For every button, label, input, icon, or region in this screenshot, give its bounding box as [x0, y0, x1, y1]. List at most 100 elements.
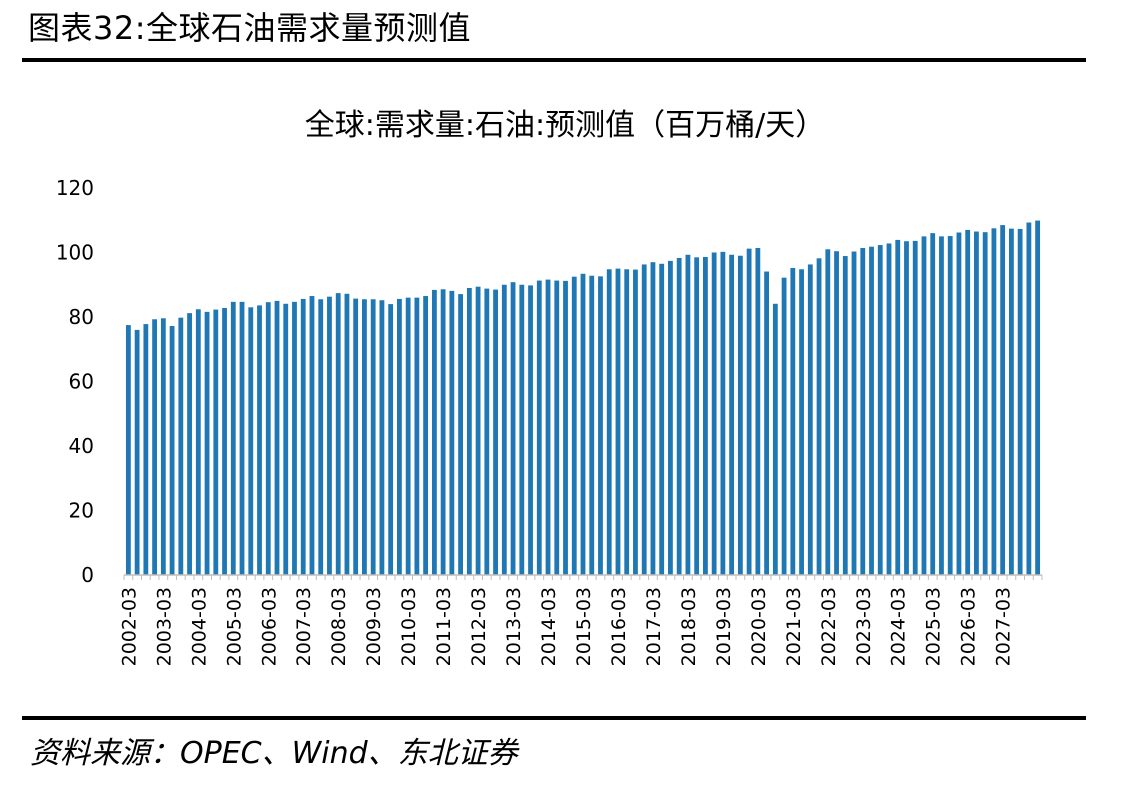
y-tick-label: 80: [69, 305, 94, 329]
x-tick-label: 2021-03: [783, 587, 805, 666]
bar: [676, 257, 682, 575]
bar: [939, 236, 944, 576]
bar: [685, 254, 691, 575]
bar: [283, 303, 289, 575]
bar: [292, 301, 297, 575]
x-tick-label: 2007-03: [293, 587, 315, 666]
bar: [930, 233, 936, 575]
bar: [641, 264, 647, 575]
bar: [668, 260, 673, 575]
bar: [309, 296, 315, 575]
bar: [764, 271, 770, 575]
bar: [825, 249, 831, 575]
x-tick-label: 2008-03: [328, 587, 350, 666]
y-tick-label: 60: [69, 370, 94, 394]
x-tick-label: 2002-03: [118, 587, 140, 666]
bar: [633, 269, 638, 575]
bar: [886, 243, 892, 575]
bar: [300, 298, 306, 575]
bar: [807, 264, 813, 575]
x-tick-label: 2005-03: [223, 587, 245, 666]
bar: [327, 296, 332, 575]
bar: [169, 326, 175, 575]
bar: [274, 300, 280, 576]
x-tick-label: 2019-03: [713, 587, 735, 666]
bar: [160, 318, 166, 575]
bar: [912, 240, 918, 575]
bar: [737, 255, 743, 576]
x-tick-label: 2027-03: [993, 587, 1015, 666]
bar: [178, 317, 184, 575]
bar: [834, 251, 839, 575]
bar: [790, 267, 796, 575]
bar: [746, 248, 752, 575]
bar: [965, 229, 971, 576]
bar: [606, 269, 612, 575]
x-tick-label: 2023-03: [853, 587, 875, 666]
x-tick-label: 2012-03: [468, 587, 490, 666]
bar: [239, 301, 245, 575]
bar: [204, 311, 210, 575]
bar: [528, 285, 533, 575]
y-axis: 0 20 40 60 80 100 120: [56, 176, 94, 587]
bar: [659, 263, 665, 575]
bar: [991, 228, 997, 575]
bar: [397, 298, 402, 575]
bottom-rule: [22, 716, 1086, 720]
bar: [405, 297, 411, 575]
bar: [711, 252, 717, 575]
bar: [458, 294, 464, 575]
bar: [248, 307, 254, 575]
bar: [921, 236, 927, 576]
bar: [222, 307, 227, 575]
bar: [449, 290, 455, 575]
bar: [869, 246, 874, 575]
bar: [694, 257, 700, 575]
x-tick-label: 2016-03: [608, 587, 630, 666]
bar: [335, 293, 341, 575]
bar: [440, 289, 446, 575]
bar: [615, 268, 621, 576]
bar: [466, 287, 472, 575]
bar: [379, 300, 385, 575]
bar: [484, 288, 490, 575]
y-tick-label: 120: [56, 176, 94, 200]
bar: [353, 298, 359, 575]
bar: [536, 280, 542, 575]
bar: [431, 289, 437, 575]
bar: [904, 241, 909, 575]
bar: [755, 247, 761, 576]
bar: [519, 284, 525, 575]
x-tick-label: 2026-03: [958, 587, 980, 666]
bar: [877, 245, 883, 575]
x-tick-label: 2011-03: [433, 587, 455, 666]
bar: [195, 309, 201, 575]
y-tick-label: 100: [56, 241, 94, 265]
bar: [799, 269, 804, 575]
x-axis: 2002-03 2003-03 2004-03 2005-03 2006-03 2007-…: [118, 574, 1043, 666]
x-tick-label: 2014-03: [538, 587, 560, 666]
bar: [187, 313, 192, 575]
x-tick-label: 2015-03: [573, 587, 595, 666]
x-tick-label: 2013-03: [503, 587, 525, 666]
bar: [388, 304, 394, 575]
bar: [423, 296, 429, 575]
bar: [851, 251, 857, 575]
bar: [143, 324, 149, 575]
x-tick-label: 2003-03: [153, 587, 175, 666]
bar: [703, 257, 708, 575]
y-tick-label: 20: [69, 499, 94, 523]
bar: [1026, 222, 1032, 575]
bar: [895, 239, 901, 576]
bar-series: [125, 220, 1041, 576]
bar: [230, 301, 236, 575]
bar: [729, 254, 735, 575]
source-note: 资料来源：OPEC、Wind、东北证券: [30, 736, 518, 771]
figure-title: 图表32:全球石油需求量预测值: [28, 9, 472, 47]
bar: [589, 275, 595, 575]
chart-title: 全球:需求量:石油:预测值（百万桶/天）: [304, 108, 826, 143]
bar: [1017, 228, 1023, 575]
bar: [571, 276, 577, 575]
bar: [974, 231, 979, 576]
